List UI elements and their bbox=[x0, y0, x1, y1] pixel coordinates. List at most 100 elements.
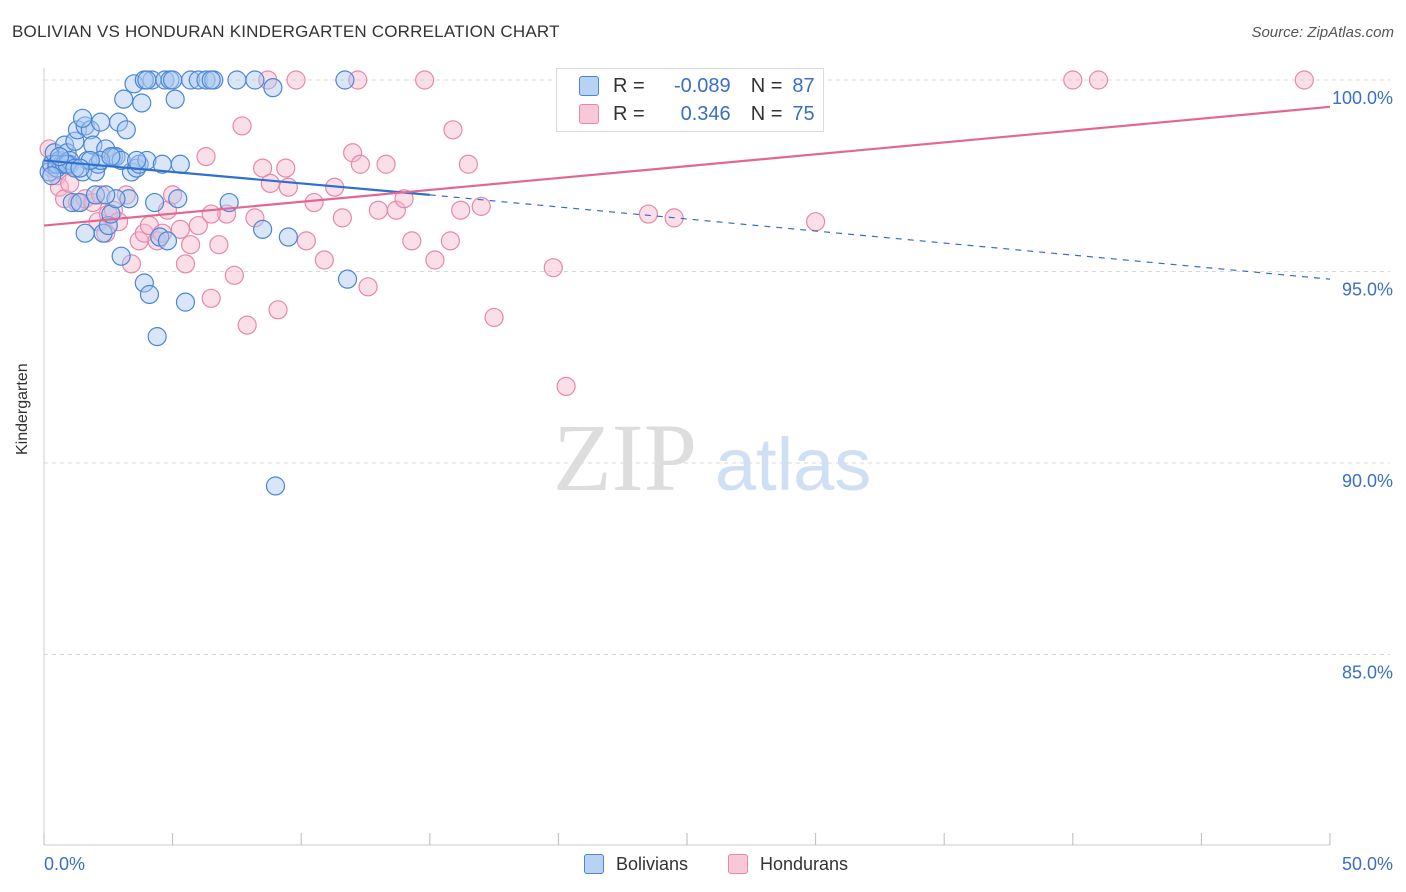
axes bbox=[43, 68, 1331, 846]
honduran-point bbox=[1088, 70, 1109, 90]
honduran-point bbox=[638, 204, 659, 224]
honduran-point bbox=[332, 208, 352, 228]
source-label: Source: ZipAtlas.com bbox=[1251, 24, 1394, 41]
bolivian-point bbox=[137, 70, 157, 90]
honduran-point bbox=[196, 147, 216, 167]
bolivian-point bbox=[106, 189, 126, 209]
bottom-legend-label: Bolivians bbox=[616, 853, 689, 874]
y-tick-label: 85.0% bbox=[1342, 663, 1393, 683]
honduran-point bbox=[175, 254, 196, 274]
bolivian-point bbox=[114, 89, 134, 109]
honduran-point bbox=[343, 143, 363, 163]
bolivian-point bbox=[165, 89, 185, 109]
honduran-point bbox=[484, 307, 504, 328]
honduran-point bbox=[260, 173, 280, 194]
honduran-point bbox=[458, 154, 478, 174]
bolivian-point bbox=[337, 269, 358, 289]
watermark-atlas: atlas bbox=[715, 423, 871, 506]
bolivian-point bbox=[263, 78, 283, 98]
bolivian-point bbox=[75, 223, 95, 243]
honduran-point bbox=[209, 235, 229, 255]
honduran-point bbox=[386, 200, 406, 220]
y-tick-label: 95.0% bbox=[1342, 280, 1393, 300]
honduran-point bbox=[443, 120, 463, 140]
legend-swatch-pink bbox=[579, 104, 599, 124]
bolivian-point bbox=[168, 189, 188, 209]
bolivians-points bbox=[39, 70, 358, 496]
honduran-point bbox=[268, 300, 288, 320]
honduran-point bbox=[201, 204, 221, 224]
bolivian-point bbox=[196, 70, 216, 90]
bottom-legend-bolivians: Bolivians bbox=[584, 852, 688, 876]
bolivian-point bbox=[116, 120, 136, 140]
bolivians-trend-solid bbox=[43, 159, 430, 196]
honduran-point bbox=[543, 258, 563, 278]
bolivian-point bbox=[85, 162, 106, 182]
bottom-legend-hondurans: Hondurans bbox=[728, 852, 848, 876]
honduran-point bbox=[304, 192, 324, 213]
honduran-point bbox=[286, 70, 306, 90]
watermark: ZIP atlas bbox=[553, 404, 871, 511]
legend-n-value: 87 bbox=[792, 74, 815, 97]
bolivian-point bbox=[85, 185, 106, 205]
bolivian-point bbox=[124, 74, 144, 94]
bolivian-point bbox=[90, 112, 111, 132]
bolivian-point bbox=[163, 70, 183, 90]
honduran-point bbox=[245, 208, 265, 228]
honduran-point bbox=[201, 288, 221, 308]
bolivian-point bbox=[101, 147, 121, 167]
honduran-point bbox=[368, 200, 388, 220]
honduran-point bbox=[49, 177, 70, 197]
bolivian-point bbox=[201, 70, 221, 90]
honduran-point bbox=[314, 250, 334, 270]
bolivian-point bbox=[108, 112, 129, 132]
bolivian-point bbox=[132, 93, 152, 113]
bottom-swatch-blue bbox=[584, 854, 604, 874]
bolivian-point bbox=[144, 192, 165, 213]
honduran-point bbox=[170, 219, 190, 239]
bolivian-point bbox=[278, 227, 298, 247]
y-tick-label: 90.0% bbox=[1342, 471, 1393, 491]
honduran-point bbox=[121, 254, 142, 274]
honduran-point bbox=[556, 376, 576, 396]
bottom-legend-label: Hondurans bbox=[760, 853, 849, 874]
honduran-point bbox=[1294, 70, 1314, 90]
bolivian-point bbox=[111, 246, 131, 266]
bolivian-point bbox=[152, 154, 172, 174]
hondurans-points bbox=[39, 70, 1314, 396]
honduran-point bbox=[181, 235, 201, 255]
chart-title: BOLIVIAN VS HONDURAN KINDERGARTEN CORREL… bbox=[12, 22, 560, 41]
bolivian-point bbox=[157, 231, 178, 251]
honduran-point bbox=[440, 231, 460, 251]
legend-row-bolivians: R = -0.089 N = 87 bbox=[579, 75, 815, 97]
tick-labels: 85.0% 90.0% 95.0% 100.0% 0.0% 50.0% bbox=[44, 88, 1393, 874]
bolivian-point bbox=[62, 192, 82, 213]
bolivian-point bbox=[83, 135, 103, 155]
honduran-point bbox=[1063, 70, 1083, 90]
trend-lines bbox=[43, 105, 1331, 280]
legend-r-label: R = bbox=[613, 74, 645, 97]
honduran-point bbox=[350, 154, 370, 174]
bolivian-point bbox=[65, 131, 85, 151]
legend-r-value: -0.089 bbox=[673, 74, 731, 97]
bolivian-point bbox=[70, 192, 90, 213]
honduran-point bbox=[60, 173, 80, 194]
bolivian-point bbox=[175, 292, 196, 312]
legend-n-label: N = bbox=[750, 74, 783, 97]
bolivian-point bbox=[96, 185, 116, 205]
grid bbox=[44, 79, 1390, 655]
honduran-point bbox=[232, 116, 252, 136]
honduran-point bbox=[358, 277, 378, 297]
bolivians-trend-dashed bbox=[429, 194, 1331, 280]
honduran-point bbox=[415, 70, 435, 90]
legend-r-label: R = bbox=[613, 102, 645, 125]
honduran-point bbox=[237, 315, 257, 335]
bolivian-point bbox=[70, 158, 90, 178]
bolivian-point bbox=[106, 147, 126, 167]
legend-row-hondurans: R = 0.346 N = 75 bbox=[579, 103, 815, 125]
honduran-point bbox=[425, 250, 445, 270]
y-axis-label: Kindergarten bbox=[14, 363, 31, 455]
honduran-point bbox=[163, 185, 183, 205]
bolivian-point bbox=[72, 108, 93, 128]
